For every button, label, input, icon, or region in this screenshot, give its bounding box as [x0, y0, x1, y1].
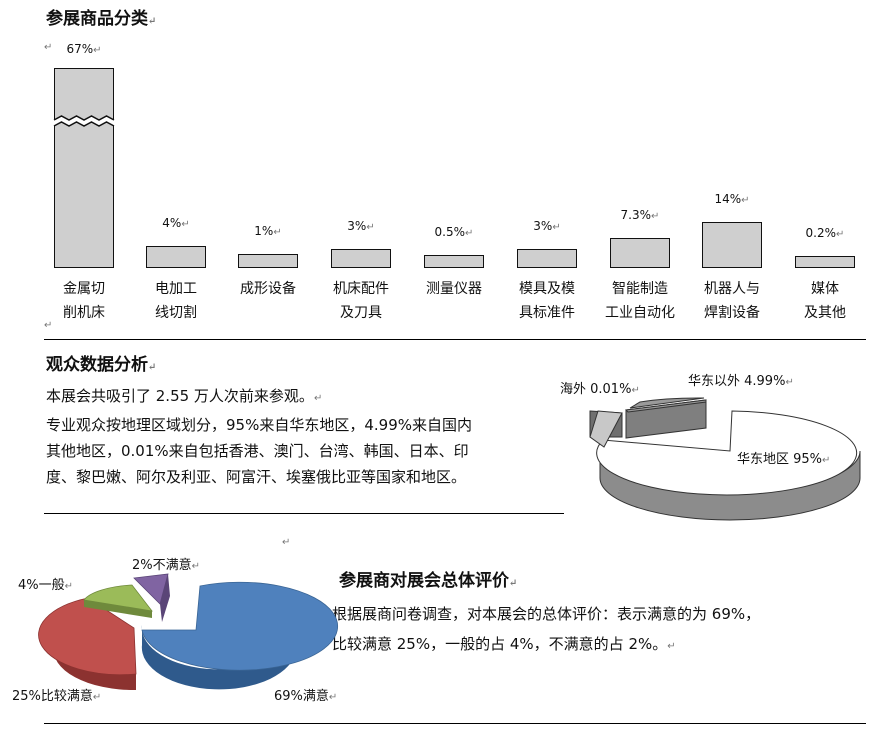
- bar-2: [146, 246, 206, 268]
- bar-value-label: 4%↵: [162, 216, 190, 231]
- evaluation-line-1: 根据展商问卷调查，对本展会的总体评价：表示满意的为 69%，: [332, 605, 761, 623]
- bar-value-label: 7.3%↵: [620, 208, 660, 223]
- paragraph-mark: ↵: [282, 537, 291, 548]
- bar-category-label: 金属切 削机床: [63, 281, 105, 321]
- bar-value-label: 1%↵: [254, 223, 282, 238]
- section-title-exhibit-categories: 参展商品分类↵: [46, 9, 157, 29]
- section-title-exhibitor-evaluation: 参展商对展会总体评价↵: [339, 571, 518, 591]
- pie-label-fairly-satisfied: 25%比较满意↵: [12, 689, 102, 704]
- pie-label-satisfied: 69%满意↵: [274, 689, 338, 704]
- pie-slice-overseas: [589, 410, 623, 448]
- bar-category-label: 机床配件 及刀具: [333, 281, 389, 321]
- bar-value-label: 3%↵: [533, 218, 561, 233]
- bar-8: [702, 222, 762, 268]
- audience-line-1: 本展会共吸引了 2.55 万人次前来参观。↵: [46, 387, 323, 405]
- pie-slice-average-side: [84, 600, 152, 618]
- bar-category-label: 测量仪器: [426, 281, 482, 297]
- bar-3: [238, 253, 298, 268]
- bar-6: [517, 248, 577, 268]
- bar-category-label: 电加工 线切割: [155, 281, 197, 321]
- bar-value-label: 14%↵: [714, 192, 750, 207]
- pie-slice-fairly-satisfied: [38, 597, 137, 676]
- audience-paragraph: 本展会共吸引了 2.55 万人次前来参观。↵ 专业观众按地理区域划分，95%来自…: [46, 383, 472, 490]
- bar-9: [795, 255, 855, 268]
- bar-category-label: 媒体 及其他: [804, 281, 846, 321]
- paragraph-mark: ↵: [44, 320, 53, 331]
- audience-line-4: 度、黎巴嫩、阿尔及利亚、阿富汗、埃塞俄比亚等国家和地区。: [46, 468, 467, 486]
- pie-slice-satisfied: [141, 581, 338, 671]
- pie-label-outside-east-china: 华东以外 4.99%↵: [688, 374, 794, 389]
- audience-line-2: 专业观众按地理区域划分，95%来自华东地区，4.99%来自国内: [46, 416, 472, 434]
- bar-value-label: 0.2%↵: [805, 225, 845, 240]
- audience-line-3: 其他地区，0.01%来自包括香港、澳门、台湾、韩国、日本、印: [46, 442, 469, 460]
- section-divider: [44, 339, 866, 340]
- pie-slice-east-china: [596, 410, 858, 496]
- pie-slice-outside-east-china: [624, 397, 707, 413]
- bar-5: [424, 254, 484, 268]
- audience-divider: [44, 513, 564, 514]
- pie-label-dissatisfied: 2%不满意↵: [132, 558, 201, 573]
- section-title-audience-analysis: 观众数据分析↵: [46, 355, 157, 375]
- bar-4: [331, 248, 391, 268]
- bottom-divider: [44, 723, 866, 724]
- pie-slice-dissatisfied-side: [160, 574, 170, 622]
- bar-value-label: 67%↵: [66, 42, 102, 56]
- paragraph-mark: ↵: [44, 42, 53, 53]
- bar-category-label: 模具及模 具标准件: [519, 281, 575, 321]
- pie-slice-average: [83, 584, 153, 612]
- pie-slice-satisfied-side: [141, 625, 296, 690]
- bar-value-label: 3%↵: [347, 218, 375, 233]
- evaluation-paragraph: 根据展商问卷调查，对本展会的总体评价：表示满意的为 69%， 比较满意 25%，…: [332, 599, 760, 662]
- pie-label-overseas: 海外 0.01%↵: [560, 382, 640, 397]
- bar-value-label: 0.5%↵: [434, 224, 474, 239]
- bar-category-label: 智能制造 工业自动化: [605, 281, 675, 321]
- pie-label-east-china: 华东地区 95%↵: [737, 452, 831, 467]
- evaluation-line-2: 比较满意 25%，一般的占 4%，不满意的占 2%。↵: [332, 635, 676, 653]
- bar-7: [610, 238, 670, 268]
- bar-category-label: 机器人与 焊割设备: [704, 281, 760, 321]
- bar-1: [54, 68, 114, 268]
- bar-category-label: 成形设备: [240, 281, 296, 297]
- pie-label-average: 4%一般↵: [18, 578, 74, 593]
